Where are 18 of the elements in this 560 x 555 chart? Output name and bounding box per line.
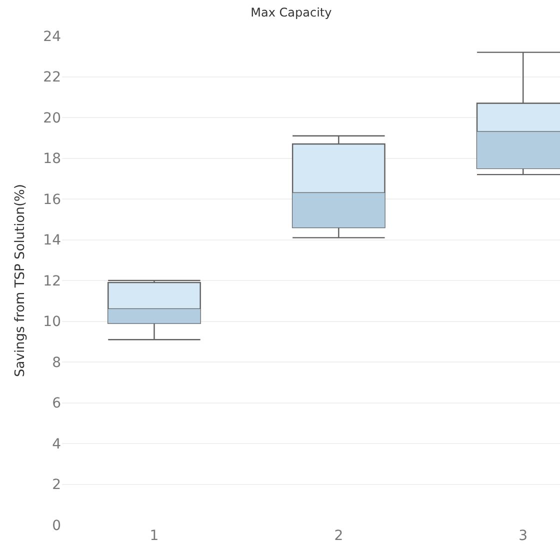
y-tick-label: 22 xyxy=(43,70,61,86)
y-tick-label: 10 xyxy=(43,314,61,330)
y-tick-label: 12 xyxy=(43,273,61,290)
y-tick-label: 2 xyxy=(52,477,61,494)
chart-title: Max Capacity xyxy=(250,6,332,20)
y-tick-label: 18 xyxy=(43,151,61,168)
x-tick-label: 3 xyxy=(518,528,528,544)
y-tick-label: 14 xyxy=(43,232,62,249)
y-tick-label: 8 xyxy=(52,354,61,371)
y-axis-title: Savings from TSP Solution(%) xyxy=(13,184,28,377)
y-tick-label: 16 xyxy=(43,192,62,208)
y-tick-label: 24 xyxy=(43,28,62,45)
y-tick-label: 6 xyxy=(52,396,62,412)
y-tick-label: 0 xyxy=(52,518,61,534)
x-tick-label: 2 xyxy=(334,528,344,544)
y-tick-label: 20 xyxy=(43,110,61,126)
y-tick-label: 4 xyxy=(52,436,62,452)
x-tick-label: 1 xyxy=(150,528,159,544)
